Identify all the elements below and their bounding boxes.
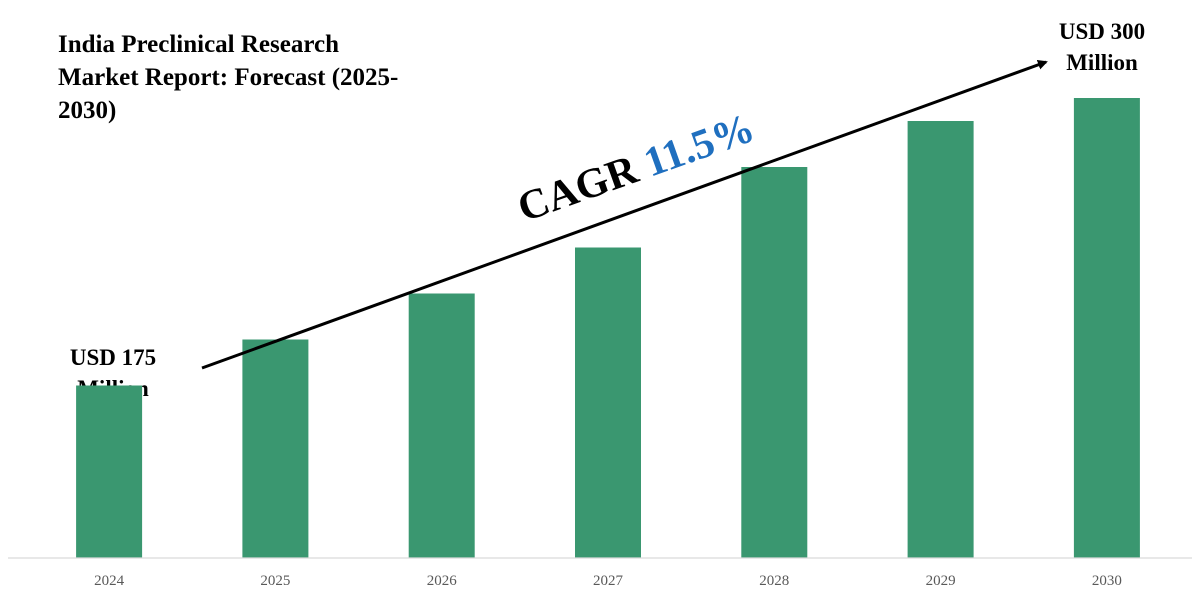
bar-2024	[76, 385, 143, 558]
bar-2025	[242, 339, 309, 558]
chart-title: India Preclinical Research Market Report…	[58, 31, 399, 124]
bar-2026	[408, 293, 475, 558]
x-tick-label-2029: 2029	[926, 573, 956, 589]
cagr-label: CAGR 11.5%	[512, 105, 760, 231]
bar-2030	[1073, 98, 1140, 558]
bar-2028	[741, 167, 808, 558]
start-value-line-1: USD 175	[69, 345, 157, 370]
bar-2027	[575, 247, 641, 558]
cagr-prefix: CAGR	[512, 143, 654, 231]
x-tick-labels: 2024 2025 2026 2027 2028 2029 2030	[94, 573, 1122, 589]
end-value-annotation: USD 300 Million	[1032, 16, 1172, 78]
bar-2029	[907, 121, 974, 558]
x-tick-label-2024: 2024	[94, 573, 125, 589]
end-value-line-1: USD 300	[1058, 19, 1146, 44]
x-tick-label-2028: 2028	[759, 573, 789, 589]
end-value-line-2: Million	[1066, 50, 1138, 75]
x-tick-label-2026: 2026	[427, 573, 458, 589]
x-tick-label-2025: 2025	[260, 573, 290, 589]
bars-layer	[76, 98, 1140, 558]
x-tick-label-2030: 2030	[1092, 573, 1122, 589]
x-tick-label-2027: 2027	[593, 573, 624, 589]
growth-trend-arrow	[201, 60, 1048, 370]
